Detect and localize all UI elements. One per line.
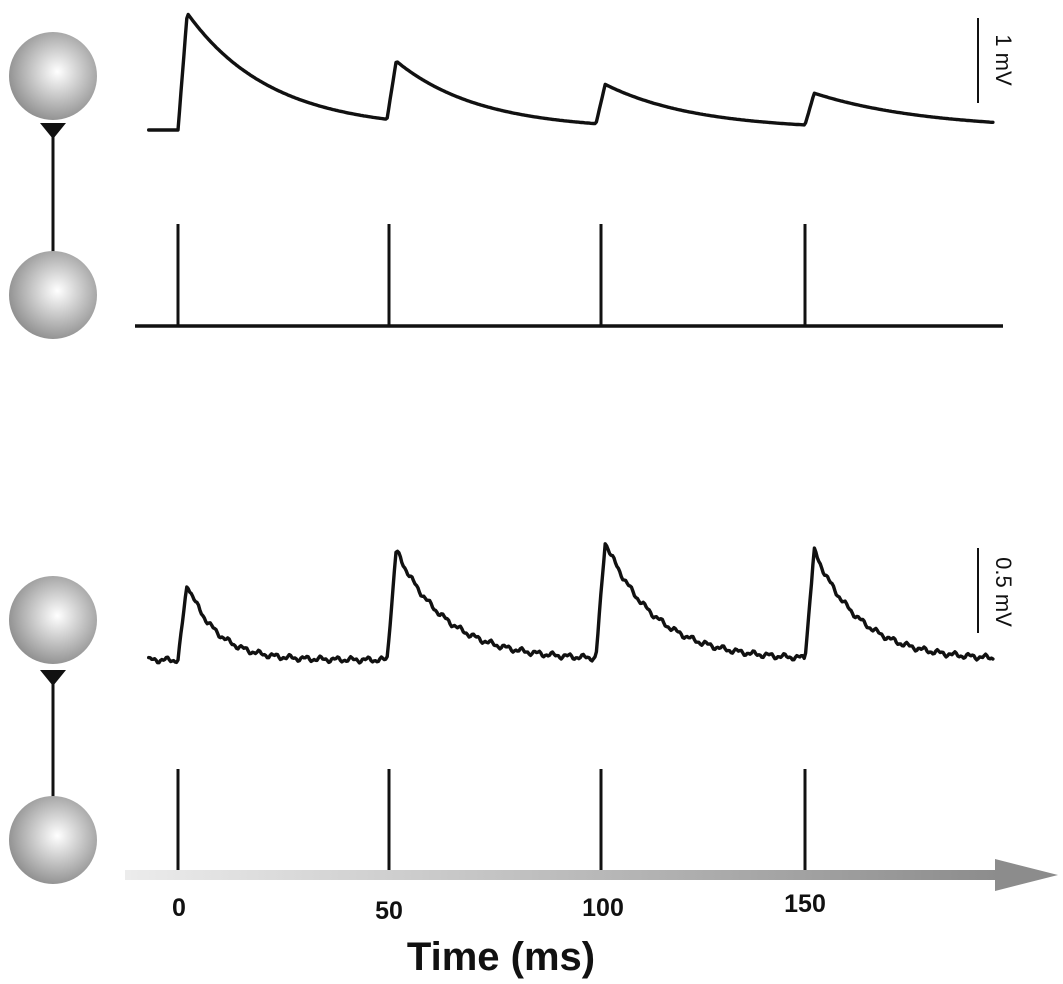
synapse-triangle-icon [40, 123, 66, 139]
scale-bar-bottom: 0.5 mV [977, 548, 1016, 633]
tick-label: 150 [784, 890, 826, 918]
axis-title: Time (ms) [407, 935, 595, 979]
voltage-trace-bottom [147, 542, 995, 665]
time-arrow-shaft [125, 870, 1000, 880]
time-arrow-head-icon [995, 859, 1058, 891]
presynaptic-neuron-bottom [9, 576, 97, 664]
scale-bar-top: 1 mV [977, 18, 1016, 103]
scale-bar-label-bottom: 0.5 mV [991, 557, 1016, 627]
synapse-triangle-icon [40, 670, 66, 686]
postsynaptic-neuron-top [9, 251, 97, 339]
tick-label: 50 [375, 897, 403, 925]
scale-bar-label-top: 1 mV [991, 34, 1016, 86]
panel-top: 1 mV [9, 12, 1016, 339]
spike-train-bottom [176, 769, 807, 870]
spike-train-top [135, 224, 1003, 328]
tick-label: 100 [582, 894, 624, 922]
postsynaptic-neuron-bottom [9, 796, 97, 884]
presynaptic-neuron-top [9, 32, 97, 120]
neuron-pair-top [9, 32, 97, 339]
tick-label: 0 [172, 894, 186, 922]
panel-bottom: 0.5 mV [9, 542, 1016, 884]
neuron-pair-bottom [9, 576, 97, 884]
time-axis: 0 50 100 150 Time (ms) [125, 859, 1058, 979]
voltage-trace-top [147, 12, 995, 132]
